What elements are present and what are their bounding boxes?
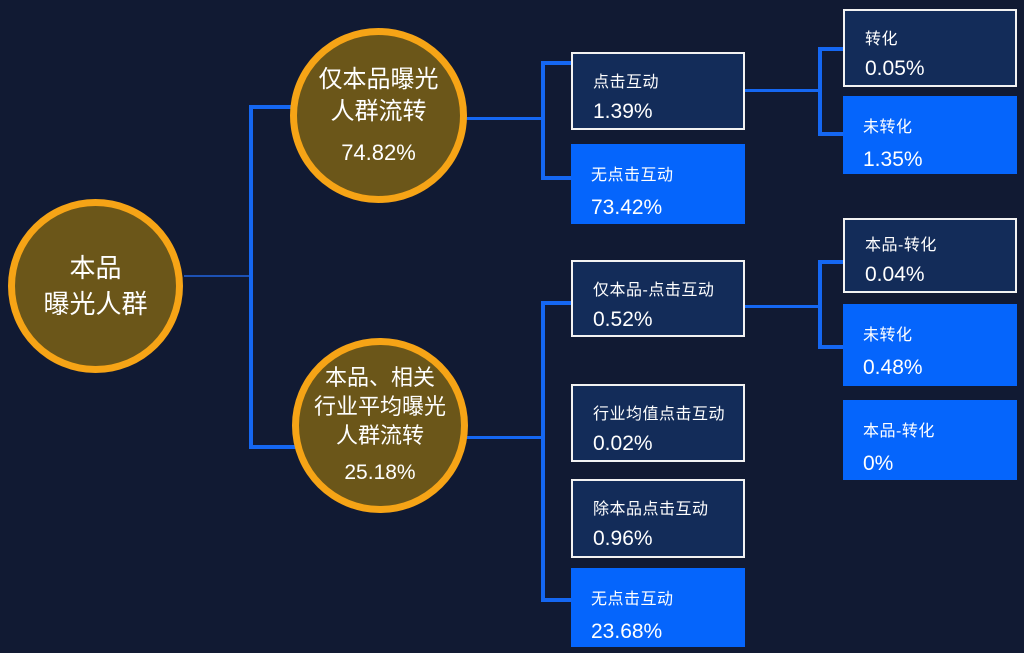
node-no-click-interact-2[interactable]: 无点击互动 23.68% (571, 568, 745, 647)
node-value: 25.18% (344, 461, 416, 485)
connector-trunk-level2-bottom (541, 301, 545, 602)
node-label: 仅本品曝光 (318, 65, 439, 93)
node-label: 行业均值点击互动 (593, 406, 726, 423)
node-value: 0.52% (593, 308, 653, 331)
connector-stub-unconvert2 (822, 345, 844, 349)
node-label: 人群流转 (330, 98, 427, 126)
node-label: 本品-转化 (863, 423, 935, 440)
node-label: 本品、相关 (324, 365, 435, 391)
node-label: 无点击互动 (591, 167, 674, 184)
node-value: 1.35% (863, 148, 923, 171)
connector-trunk-level3-bottom (818, 260, 822, 349)
node-no-click-interact[interactable]: 无点击互动 73.42% (571, 144, 745, 224)
connector-stub-no-click (545, 176, 572, 180)
node-brand-convert[interactable]: 本品-转化 0.04% (843, 218, 1017, 293)
connector-trunk-level1 (249, 105, 253, 449)
node-value: 0.04% (865, 263, 925, 286)
node-label: 仅本品-点击互动 (593, 282, 715, 299)
node-label: 本品-转化 (865, 237, 937, 254)
node-value: 1.39% (593, 100, 653, 123)
node-value: 74.82% (341, 139, 416, 165)
node-value: 0% (863, 452, 894, 475)
connector-branch-industry-out (465, 436, 544, 439)
node-industry-avg-click-interact[interactable]: 行业均值点击互动 0.02% (571, 384, 745, 462)
connector-branch-only-out (464, 117, 544, 120)
node-brand-convert-zero[interactable]: 本品-转化 0% (843, 400, 1017, 480)
node-label: 行业平均曝光 (313, 394, 446, 420)
node-label: 人群流转 (335, 422, 424, 448)
node-label: 点击互动 (593, 74, 660, 91)
node-label: 未转化 (863, 119, 913, 136)
connector-stub-no-click2 (545, 598, 572, 602)
node-value: 0.05% (865, 57, 925, 80)
connector-stub-branch-only (253, 105, 295, 109)
node-label: 本品 (69, 252, 122, 283)
connector-stub-only-click (545, 301, 572, 305)
node-click-interact[interactable]: 点击互动 1.39% (571, 52, 745, 130)
node-label: 曝光人群 (43, 289, 148, 319)
node-label: 未转化 (863, 327, 913, 344)
node-value: 0.02% (593, 432, 653, 455)
node-value: 73.42% (591, 196, 663, 219)
node-value: 23.68% (591, 620, 663, 643)
connector-trunk-level2-top (541, 61, 545, 180)
connector-click-out (745, 89, 822, 92)
node-label: 无点击互动 (591, 591, 674, 608)
node-value: 0.96% (593, 527, 653, 550)
node-exclude-brand-click-interact[interactable]: 除本品点击互动 0.96% (571, 479, 745, 558)
node-branch-only-exposure[interactable]: 仅本品曝光 人群流转 74.82% (290, 28, 467, 203)
node-unconvert-2[interactable]: 未转化 0.48% (843, 304, 1017, 386)
node-root-exposure[interactable]: 本品 曝光人群 (8, 199, 183, 373)
connector-root-to-trunk (184, 275, 251, 277)
connector-trunk-level3-top (818, 47, 822, 136)
connector-stub-convert (822, 47, 844, 51)
connector-stub-click (545, 61, 572, 65)
connector-stub-brand-convert (822, 260, 844, 264)
node-only-brand-click-interact[interactable]: 仅本品-点击互动 0.52% (571, 260, 745, 337)
node-label: 除本品点击互动 (593, 501, 709, 518)
connector-only-click-out (745, 305, 822, 308)
connector-stub-unconvert (822, 132, 844, 136)
node-branch-industry-exposure[interactable]: 本品、相关 行业平均曝光 人群流转 25.18% (292, 338, 468, 513)
node-convert[interactable]: 转化 0.05% (843, 9, 1017, 87)
node-unconvert[interactable]: 未转化 1.35% (843, 96, 1017, 174)
node-value: 0.48% (863, 356, 923, 379)
node-label: 转化 (865, 31, 899, 48)
connector-stub-branch-industry (253, 445, 299, 449)
